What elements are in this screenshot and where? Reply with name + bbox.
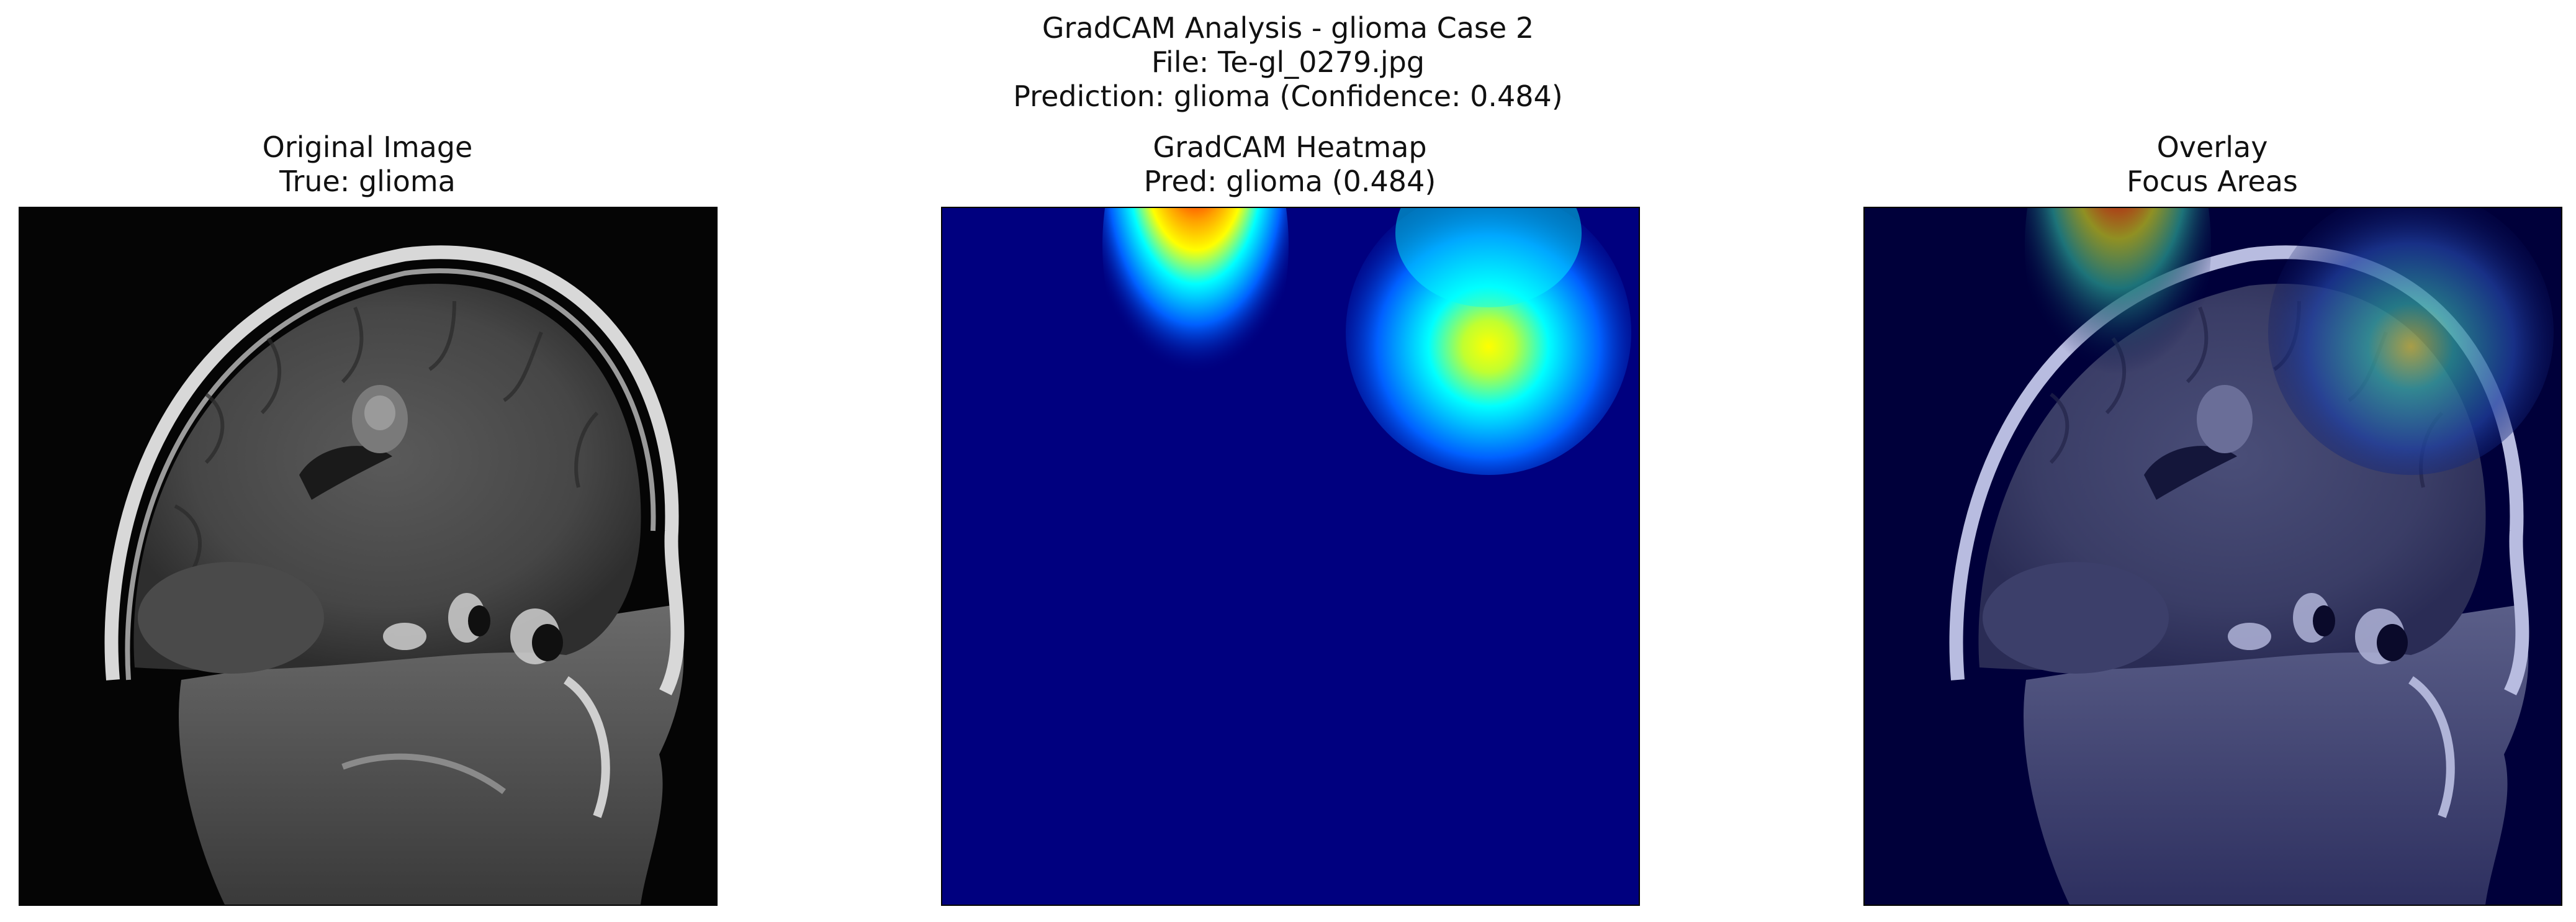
overlay-panel-title: Overlay Focus Areas (1863, 130, 2561, 199)
gradcam-heatmap-image (942, 208, 1639, 905)
heatmap-panel-title: GradCAM Heatmap Pred: glioma (0.484) (941, 130, 1639, 199)
overlay-panel-title-line-1: Overlay (2156, 130, 2268, 164)
original-panel-title: Original Image True: glioma (19, 130, 716, 199)
overlay-panel (1863, 207, 2562, 906)
overlay-image (1865, 208, 2561, 905)
original-image-panel (19, 207, 718, 906)
figure-title: GradCAM Analysis - glioma Case 2 File: T… (0, 11, 2576, 114)
heatmap-panel-title-line-2: Pred: glioma (0.484) (1143, 165, 1436, 198)
figure-title-line-1: GradCAM Analysis - glioma Case 2 (1042, 11, 1534, 45)
gradcam-heatmap-panel (941, 207, 1640, 906)
figure-title-line-2: File: Te-gl_0279.jpg (1151, 45, 1425, 79)
mri-sagittal-image (20, 208, 716, 905)
original-panel-title-line-1: Original Image (262, 130, 473, 164)
overlay-panel-title-line-2: Focus Areas (2127, 165, 2298, 198)
figure-title-line-3: Prediction: glioma (Confidence: 0.484) (1013, 79, 1563, 113)
original-panel-title-line-2: True: glioma (279, 165, 456, 198)
heatmap-panel-title-line-1: GradCAM Heatmap (1153, 130, 1427, 164)
